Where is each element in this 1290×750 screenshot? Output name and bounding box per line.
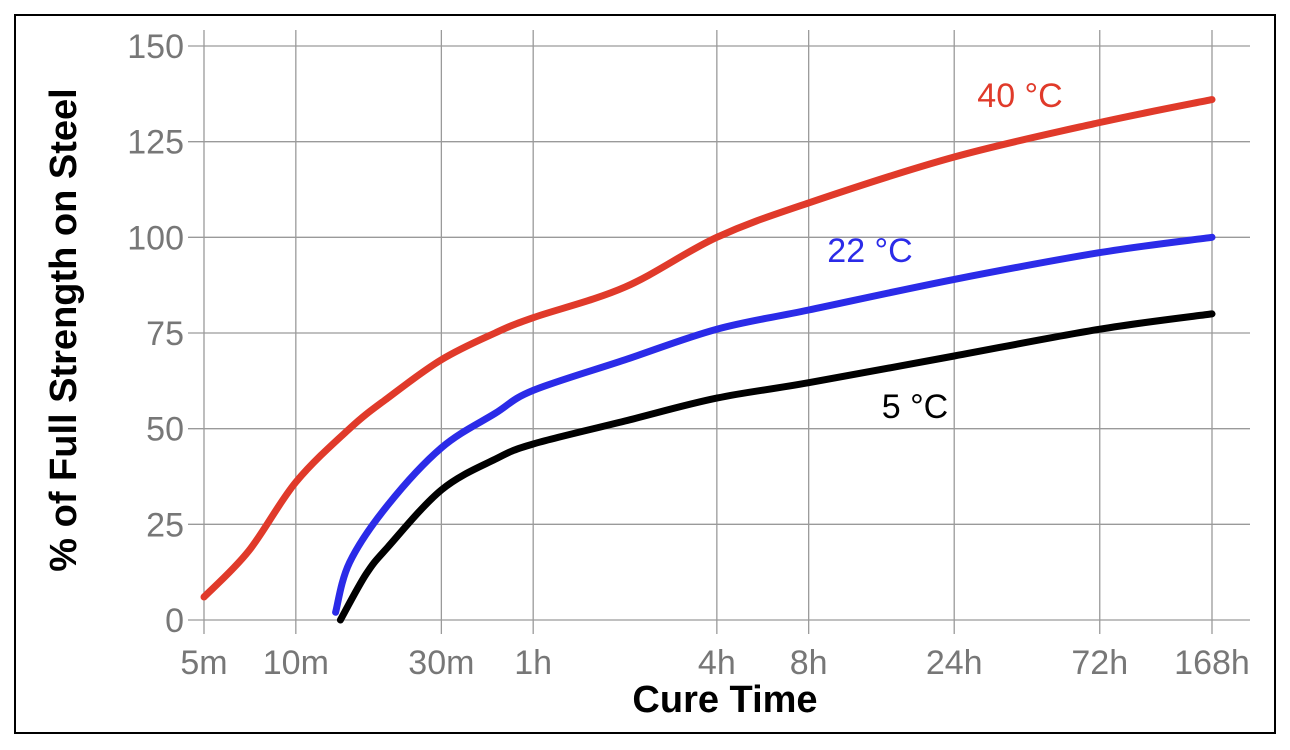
x-tick-label: 24h bbox=[926, 644, 983, 682]
y-tick-label: 50 bbox=[146, 411, 184, 449]
chart-frame bbox=[14, 14, 1276, 734]
x-tick-label: 10m bbox=[263, 644, 329, 682]
y-tick-label: 150 bbox=[127, 28, 184, 66]
y-tick-label: 75 bbox=[146, 315, 184, 353]
y-gridlines bbox=[188, 45, 1250, 621]
series-lines bbox=[200, 96, 1216, 624]
x-tick-label: 72h bbox=[1071, 644, 1128, 682]
series-line-22c bbox=[332, 233, 1216, 616]
series-label-5c: 5 °C bbox=[882, 388, 949, 426]
y-axis-title: % of Full Strength on Steel bbox=[43, 88, 85, 571]
series-line-40c bbox=[200, 96, 1216, 601]
y-tick-label: 125 bbox=[127, 124, 184, 162]
x-tick-label: 30m bbox=[408, 644, 474, 682]
y-tick-labels: 0 25 50 75 100 125 150 bbox=[127, 28, 184, 640]
x-tick-label: 168h bbox=[1174, 644, 1250, 682]
series-label-22c: 22 °C bbox=[827, 232, 912, 270]
x-tick-label: 1h bbox=[514, 644, 552, 682]
series-labels: 40 °C 22 °C 5 °C bbox=[827, 77, 1062, 426]
x-tick-labels: 5m 10m 30m 1h 4h 8h 24h 72h 168h bbox=[180, 644, 1249, 682]
y-tick-label: 0 bbox=[165, 602, 184, 640]
y-tick-label: 100 bbox=[127, 219, 184, 257]
series-line-5c bbox=[336, 310, 1216, 624]
series-label-40c: 40 °C bbox=[977, 77, 1062, 115]
x-axis-title: Cure Time bbox=[632, 679, 817, 721]
x-tick-label: 4h bbox=[698, 644, 736, 682]
x-tick-label: 5m bbox=[180, 644, 227, 682]
x-gridlines bbox=[203, 30, 1213, 634]
x-tick-label: 8h bbox=[790, 644, 828, 682]
y-tick-label: 25 bbox=[146, 506, 184, 544]
